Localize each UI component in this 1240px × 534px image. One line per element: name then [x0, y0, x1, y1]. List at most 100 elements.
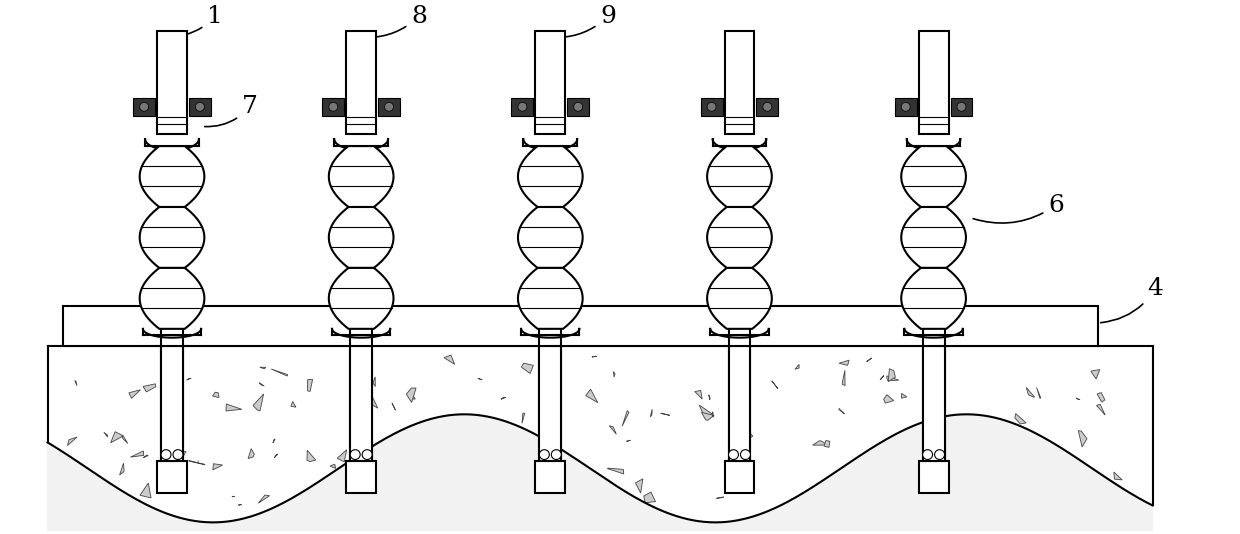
Polygon shape	[536, 461, 565, 493]
Polygon shape	[123, 435, 128, 443]
Polygon shape	[104, 432, 108, 437]
Polygon shape	[179, 451, 186, 457]
Polygon shape	[188, 460, 205, 465]
Polygon shape	[161, 306, 184, 466]
Polygon shape	[521, 363, 533, 373]
Polygon shape	[661, 413, 670, 415]
Polygon shape	[591, 356, 596, 357]
Polygon shape	[273, 439, 275, 443]
Polygon shape	[825, 441, 830, 447]
Polygon shape	[161, 345, 184, 461]
Polygon shape	[213, 464, 223, 470]
Circle shape	[140, 103, 149, 111]
Polygon shape	[140, 483, 151, 498]
Polygon shape	[901, 394, 906, 398]
Polygon shape	[901, 268, 966, 329]
Polygon shape	[119, 463, 124, 475]
Polygon shape	[164, 388, 179, 396]
Circle shape	[161, 450, 171, 459]
Circle shape	[957, 103, 966, 111]
Polygon shape	[253, 394, 264, 411]
Polygon shape	[157, 461, 187, 493]
Polygon shape	[919, 461, 949, 493]
Polygon shape	[839, 409, 844, 414]
Polygon shape	[140, 268, 205, 329]
Polygon shape	[707, 146, 771, 207]
Polygon shape	[717, 497, 723, 498]
Polygon shape	[1091, 370, 1100, 379]
Polygon shape	[724, 31, 754, 134]
Polygon shape	[373, 377, 376, 387]
Polygon shape	[901, 146, 966, 207]
Circle shape	[174, 450, 184, 459]
Polygon shape	[259, 383, 264, 386]
Polygon shape	[539, 345, 562, 461]
Polygon shape	[707, 207, 771, 268]
Polygon shape	[614, 372, 615, 377]
Polygon shape	[567, 98, 589, 116]
Polygon shape	[887, 376, 899, 381]
Polygon shape	[392, 403, 396, 410]
Polygon shape	[756, 98, 779, 116]
Polygon shape	[812, 441, 828, 445]
Polygon shape	[694, 390, 702, 399]
Polygon shape	[1014, 413, 1025, 424]
Polygon shape	[842, 371, 844, 386]
Polygon shape	[901, 207, 966, 268]
Polygon shape	[880, 375, 884, 380]
Polygon shape	[951, 98, 972, 116]
Polygon shape	[272, 369, 288, 376]
Polygon shape	[644, 492, 656, 503]
Polygon shape	[1037, 388, 1040, 398]
Polygon shape	[585, 389, 598, 403]
Polygon shape	[144, 455, 149, 458]
Polygon shape	[322, 98, 345, 116]
Polygon shape	[308, 380, 312, 391]
Polygon shape	[291, 402, 296, 407]
Polygon shape	[329, 268, 393, 329]
Polygon shape	[140, 207, 205, 268]
Circle shape	[935, 450, 945, 459]
Polygon shape	[536, 31, 565, 134]
Polygon shape	[350, 345, 372, 461]
Polygon shape	[329, 207, 393, 268]
Polygon shape	[350, 306, 372, 466]
Polygon shape	[444, 355, 455, 364]
Polygon shape	[919, 31, 949, 134]
Polygon shape	[729, 345, 750, 461]
Text: 4: 4	[1101, 277, 1163, 323]
Polygon shape	[258, 495, 269, 503]
Circle shape	[196, 103, 205, 111]
Circle shape	[763, 103, 771, 111]
Polygon shape	[1076, 398, 1080, 399]
Polygon shape	[501, 397, 506, 399]
Polygon shape	[378, 98, 401, 116]
Polygon shape	[626, 440, 630, 442]
Polygon shape	[212, 392, 219, 398]
Polygon shape	[157, 31, 187, 134]
Polygon shape	[329, 146, 393, 207]
Polygon shape	[608, 468, 624, 474]
Polygon shape	[707, 268, 771, 329]
Polygon shape	[372, 397, 378, 408]
Polygon shape	[274, 454, 278, 458]
Polygon shape	[839, 360, 849, 365]
Polygon shape	[518, 146, 583, 207]
Text: 8: 8	[356, 5, 427, 37]
Polygon shape	[709, 395, 711, 400]
Polygon shape	[1096, 404, 1105, 415]
Polygon shape	[701, 98, 723, 116]
Text: 6: 6	[973, 193, 1064, 223]
Polygon shape	[330, 464, 336, 468]
Polygon shape	[187, 378, 191, 380]
Polygon shape	[518, 207, 583, 268]
Polygon shape	[1079, 430, 1087, 447]
Polygon shape	[130, 451, 144, 457]
Polygon shape	[179, 405, 181, 411]
Polygon shape	[867, 358, 872, 362]
Polygon shape	[62, 306, 1097, 345]
Polygon shape	[47, 345, 1153, 534]
Polygon shape	[635, 479, 642, 493]
Polygon shape	[308, 450, 316, 462]
Polygon shape	[346, 461, 376, 493]
